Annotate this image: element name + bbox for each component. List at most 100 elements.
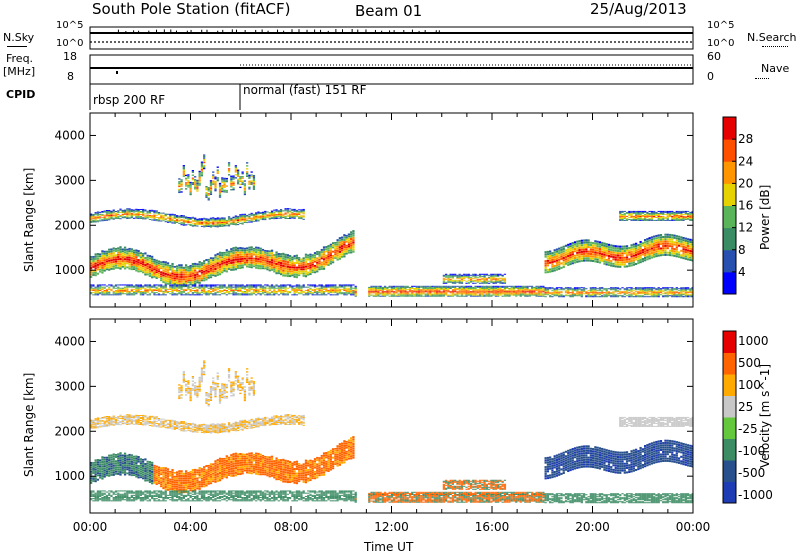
power-cell <box>549 295 552 297</box>
power-cell <box>311 261 314 264</box>
power-cell <box>644 293 647 295</box>
power-cell <box>200 172 204 174</box>
power-cell <box>196 265 199 268</box>
power-cell <box>478 278 482 280</box>
power-cell <box>463 287 466 289</box>
power-cell <box>101 214 104 216</box>
power-cell <box>546 288 550 290</box>
power-cell <box>343 248 346 251</box>
power-cell <box>442 278 446 280</box>
power-cell <box>632 290 635 292</box>
power-cell <box>426 290 430 292</box>
power-cell <box>648 219 651 221</box>
power-cell <box>279 292 283 294</box>
power-cell <box>447 294 450 296</box>
power-cell <box>164 284 167 286</box>
power-cell <box>350 235 353 238</box>
power-cell <box>205 221 208 223</box>
power-cell <box>483 282 486 284</box>
power-cell <box>236 286 240 288</box>
power-cell <box>117 286 120 288</box>
power-cell <box>614 291 617 293</box>
power-cell <box>641 215 645 217</box>
power-cell <box>406 286 409 288</box>
power-cell <box>501 279 504 281</box>
power-cell <box>189 269 192 271</box>
power-cell <box>345 246 348 249</box>
power-cell <box>329 260 332 263</box>
power-cell <box>241 266 244 269</box>
power-cell <box>241 253 244 256</box>
power-cell <box>646 258 649 261</box>
power-cell <box>234 168 237 170</box>
power-cell <box>598 245 602 248</box>
power-cell <box>472 273 475 275</box>
power-cell <box>442 280 446 282</box>
power-cell <box>293 264 296 267</box>
power-cell <box>153 268 156 271</box>
power-cell <box>422 285 425 287</box>
power-cell <box>212 219 215 221</box>
power-cell <box>171 286 174 288</box>
power-cell <box>578 291 581 293</box>
power-cell <box>293 294 296 296</box>
power-cell <box>232 176 235 179</box>
power-cell <box>112 267 115 270</box>
power-cell <box>634 214 638 216</box>
power-cell <box>146 254 149 257</box>
power-cell <box>130 210 133 212</box>
power-cell <box>623 214 626 216</box>
power-cell <box>241 176 244 178</box>
power-cell <box>200 266 204 268</box>
power-cell <box>497 278 500 280</box>
power-cell <box>632 252 635 255</box>
power-cell <box>227 174 231 176</box>
power-cell <box>302 218 305 220</box>
power-cell <box>180 223 183 225</box>
power-cell <box>634 244 638 248</box>
power-cell <box>445 293 448 295</box>
power-cell <box>103 215 106 217</box>
power-cell <box>352 291 355 293</box>
power-cell <box>255 284 258 286</box>
power-cell <box>246 165 249 167</box>
power-cell <box>241 183 244 185</box>
power-cell <box>255 218 258 220</box>
power-cell <box>578 244 581 247</box>
power-cell <box>114 256 118 259</box>
power-cell <box>207 193 210 195</box>
power-cell <box>203 268 206 271</box>
power-cell <box>117 217 120 219</box>
power-cell <box>544 266 547 269</box>
power-cell <box>350 284 353 286</box>
power-cell <box>329 287 332 289</box>
power-cell <box>497 285 500 287</box>
power-cell <box>311 254 314 256</box>
power-cell <box>433 294 436 296</box>
power-cell <box>555 289 559 291</box>
power-cell <box>209 263 213 266</box>
power-cell <box>241 262 244 265</box>
power-cell <box>492 275 495 277</box>
power-cell <box>413 294 416 296</box>
power-cell <box>307 262 310 265</box>
power-cell <box>433 290 436 292</box>
power-cell <box>105 292 109 294</box>
power-cell <box>171 262 174 266</box>
power-cell <box>252 293 256 295</box>
power-cell <box>573 287 577 289</box>
power-cell <box>424 289 427 291</box>
power-cell <box>112 249 115 252</box>
power-cell <box>209 186 213 188</box>
power-cell <box>198 170 201 173</box>
power-cell <box>345 252 348 255</box>
power-cell <box>255 292 258 294</box>
power-cell <box>553 253 556 256</box>
power-cell <box>171 284 174 286</box>
power-cell <box>533 286 536 288</box>
power-cell <box>117 288 120 290</box>
power-cell <box>562 288 565 290</box>
power-cell <box>551 256 554 259</box>
power-cell <box>388 295 391 297</box>
power-cell <box>216 225 219 227</box>
